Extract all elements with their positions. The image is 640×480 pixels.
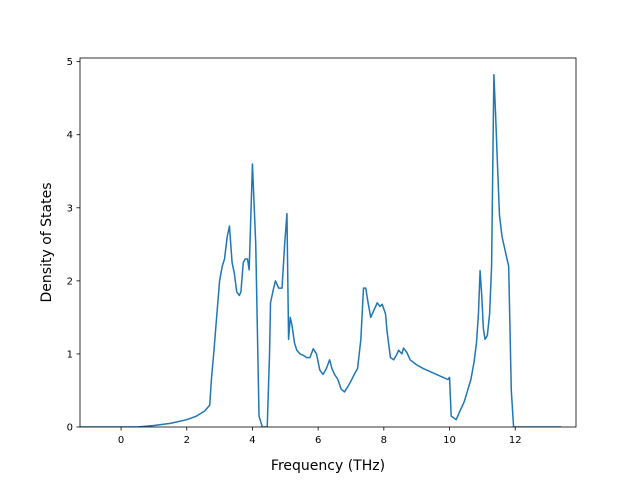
x-tick-label: 10 (443, 435, 456, 446)
x-tick-label: 0 (118, 435, 124, 446)
plot-area (80, 74, 562, 427)
x-tick-label: 12 (509, 435, 522, 446)
series-line-0 (80, 74, 562, 427)
y-tick-label: 4 (67, 130, 73, 141)
y-tick-label: 1 (67, 349, 73, 360)
plot-frame (79, 57, 577, 428)
y-tick-label: 2 (67, 276, 73, 287)
y-axis-label: Density of States (39, 183, 55, 303)
x-tick-label: 6 (315, 435, 321, 446)
x-tick-label: 2 (184, 435, 190, 446)
x-tick-label: 8 (381, 435, 387, 446)
y-tick-label: 5 (67, 57, 73, 68)
x-axis-label: Frequency (THz) (271, 458, 385, 474)
y-tick-label: 0 (67, 423, 73, 434)
y-tick-label: 3 (67, 203, 73, 214)
x-tick-label: 4 (249, 435, 255, 446)
